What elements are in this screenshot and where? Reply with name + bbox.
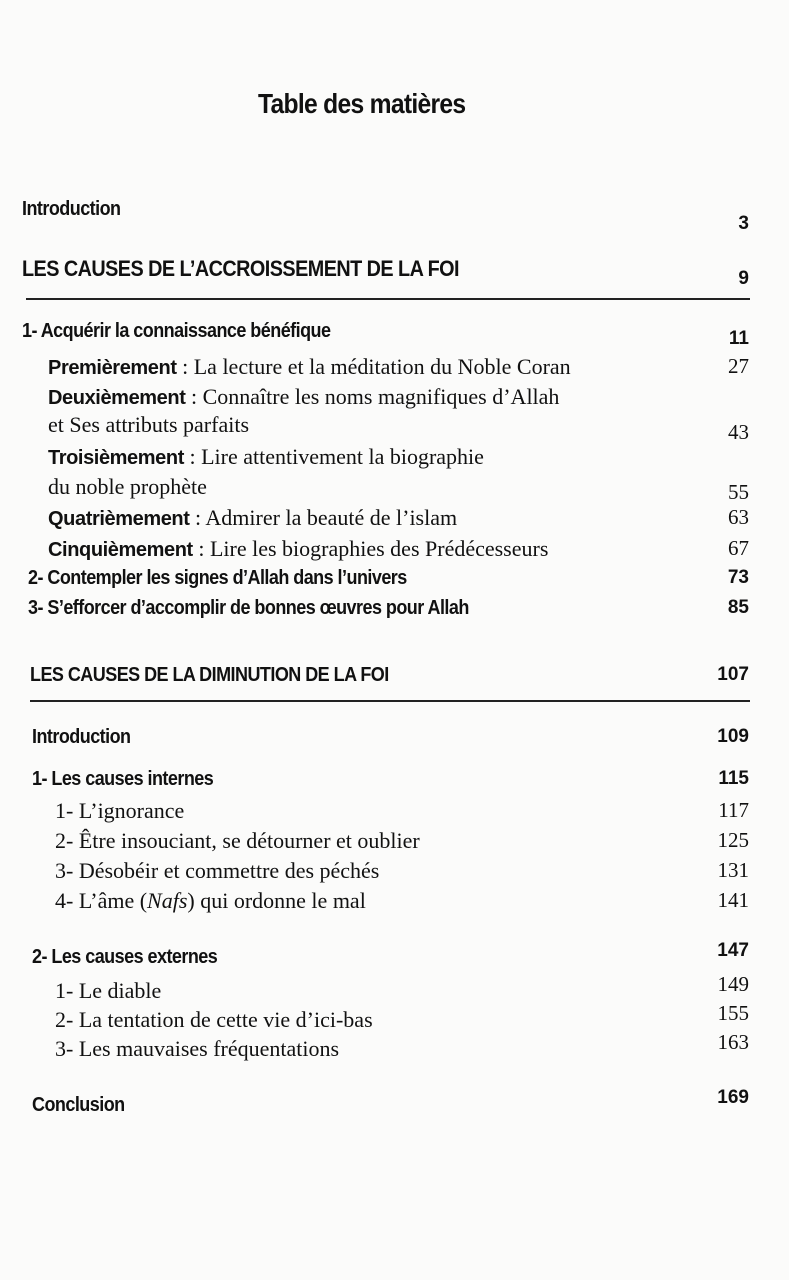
entry-label: Cinquièmement bbox=[48, 539, 193, 561]
entry-label: Troisièmement bbox=[48, 447, 184, 469]
toc-subentry: 2- Être insouciant, se détourner et oubl… bbox=[0, 828, 789, 858]
entry-page: 11 bbox=[728, 328, 749, 349]
entry-page: 117 bbox=[718, 798, 749, 822]
entry-title: Introduction bbox=[32, 726, 131, 748]
entry-title: Lire attentivement la biographie bbox=[201, 444, 484, 469]
toc-entry: 1- Les causes internes 115 bbox=[0, 768, 789, 798]
entry-label: Quatrièmement bbox=[48, 508, 190, 530]
entry-title: 2- Contempler les signes d’Allah dans l’… bbox=[28, 567, 407, 589]
entry-title: 1- Acquérir la connaissance bénéfique bbox=[22, 320, 331, 342]
divider bbox=[26, 298, 750, 300]
toc-entry: 3- S’efforcer d’accomplir de bonnes œuvr… bbox=[0, 597, 789, 627]
toc-entry: Introduction 109 bbox=[0, 726, 789, 756]
toc-subentry: 3- Les mauvaises fréquentations 163 bbox=[0, 1030, 789, 1066]
entry-page: 155 bbox=[717, 1001, 750, 1025]
entry-title: Lire les biographies des Prédécesseurs bbox=[209, 536, 549, 561]
entry-page: 73 bbox=[727, 567, 749, 588]
entry-title: Admirer la beauté de l’islam bbox=[205, 505, 458, 530]
entry-page: 43 bbox=[728, 420, 749, 444]
toc-entry: 2- Contempler les signes d’Allah dans l’… bbox=[0, 567, 789, 597]
toc-entry: 2- Les causes externes 147 bbox=[0, 940, 789, 976]
toc-subentry: 2- La tentation de cette vie d’ici-bas 1… bbox=[0, 1001, 789, 1037]
heading-page: 107 bbox=[717, 664, 749, 685]
entry-page: 149 bbox=[717, 972, 750, 996]
entry-title: 1- L’ignorance bbox=[55, 798, 185, 823]
entry-title: 3- Désobéir et commettre des péchés bbox=[55, 858, 380, 883]
toc-subentry: Premièrement : La lecture et la méditati… bbox=[48, 354, 749, 379]
entry-title-cont: et Ses attributs parfaits bbox=[48, 412, 250, 437]
entry-label: Deuxièmement bbox=[48, 387, 186, 409]
toc-subentry: Troisièmement : Lire attentivement la bi… bbox=[48, 444, 749, 504]
toc-subentry: 3- Désobéir et commettre des péchés 131 bbox=[0, 858, 789, 888]
entry-page: 169 bbox=[717, 1087, 749, 1108]
toc-subentry: 1- Le diable 149 bbox=[0, 972, 789, 1008]
toc-entry: 1- Acquérir la connaissance bénéfique 11 bbox=[0, 320, 789, 350]
entry-page: 27 bbox=[728, 354, 749, 378]
entry-page: 3 bbox=[738, 213, 749, 234]
entry-title: 1- Le diable bbox=[55, 978, 162, 1003]
entry-title: Connaître les noms magnifiques d’Allah bbox=[202, 384, 560, 409]
toc-subentry: Quatrièmement : Admirer la beauté de l’i… bbox=[48, 505, 749, 530]
entry-page: 147 bbox=[717, 940, 749, 961]
entry-title: Conclusion bbox=[32, 1094, 125, 1116]
entry-page: 63 bbox=[728, 505, 749, 529]
entry-title: 2- Être insouciant, se détourner et oubl… bbox=[55, 828, 420, 853]
entry-title: La lecture et la méditation du Noble Cor… bbox=[193, 354, 571, 379]
entry-title: 3- S’efforcer d’accomplir de bonnes œuvr… bbox=[28, 597, 469, 619]
part-heading: LES CAUSES DE LA DIMINUTION DE LA FOI 10… bbox=[0, 664, 789, 694]
entry-title-cont: du noble prophète bbox=[48, 474, 207, 499]
entry-page: 163 bbox=[717, 1030, 750, 1054]
entry-page: 125 bbox=[717, 828, 750, 852]
entry-page: 131 bbox=[717, 858, 750, 882]
toc-subentry: Cinquièmement : Lire les biographies des… bbox=[48, 536, 749, 561]
entry-page: 109 bbox=[717, 726, 749, 747]
entry-title: Introduction bbox=[22, 198, 121, 220]
entry-title: 4- L’âme (Nafs) qui ordonne le mal bbox=[55, 888, 366, 913]
entry-title: 2- Les causes externes bbox=[32, 946, 218, 968]
divider bbox=[30, 700, 750, 702]
entry-label: Premièrement bbox=[48, 357, 177, 379]
entry-title: 2- La tentation de cette vie d’ici-bas bbox=[55, 1007, 373, 1032]
entry-page: 85 bbox=[727, 597, 749, 618]
entry-page: 55 bbox=[728, 480, 749, 504]
toc-entry: Conclusion 169 bbox=[0, 1087, 789, 1124]
heading-title: LES CAUSES DE LA DIMINUTION DE LA FOI bbox=[30, 664, 389, 686]
toc-subentry: 4- L’âme (Nafs) qui ordonne le mal 141 bbox=[0, 888, 789, 918]
toc-subentry: 1- L’ignorance 117 bbox=[0, 798, 789, 828]
entry-page: 115 bbox=[718, 768, 749, 789]
heading-page: 9 bbox=[738, 268, 749, 289]
page-title: Table des matières bbox=[258, 88, 466, 119]
toc-subentry: Deuxièmement : Connaître les noms magnif… bbox=[48, 384, 749, 444]
heading-title: LES CAUSES DE L’ACCROISSEMENT DE LA FOI bbox=[22, 256, 460, 281]
entry-page: 67 bbox=[728, 536, 749, 560]
entry-title: 1- Les causes internes bbox=[32, 768, 214, 790]
entry-page: 141 bbox=[717, 888, 750, 912]
entry-title: 3- Les mauvaises fréquentations bbox=[55, 1036, 340, 1061]
